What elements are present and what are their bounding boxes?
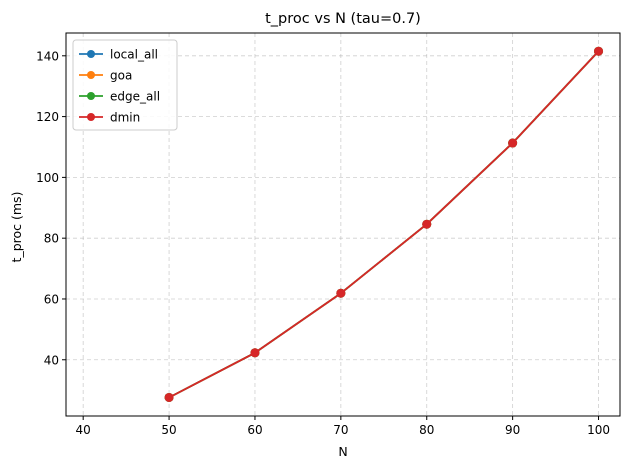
legend-marker-local_all — [87, 50, 95, 58]
x-tick-label: 70 — [333, 423, 348, 437]
data-point-dmin — [422, 219, 432, 229]
plot-frame — [65, 32, 621, 417]
data-point-dmin — [250, 348, 260, 358]
x-tick-label: 50 — [161, 423, 176, 437]
x-tick-label: 60 — [247, 423, 262, 437]
x-tick-label: 90 — [505, 423, 520, 437]
legend-label-local_all: local_all — [110, 48, 158, 62]
x-tick-label: 80 — [419, 423, 434, 437]
legend-label-dmin: dmin — [110, 111, 140, 125]
x-axis-label: N — [338, 444, 347, 459]
x-tick-label: 100 — [587, 423, 610, 437]
y-tick-label: 140 — [36, 49, 59, 63]
y-tick-label: 60 — [44, 292, 59, 306]
data-point-dmin — [164, 392, 174, 402]
y-tick-label: 80 — [44, 232, 59, 246]
legend-marker-goa — [87, 71, 95, 79]
y-tick-label: 40 — [44, 353, 59, 367]
axes: 40 50 60 70 80 90 100 40 60 80 100 120 140 — [36, 32, 621, 437]
y-tick-label: 120 — [36, 110, 59, 124]
legend-marker-edge_all — [87, 92, 95, 100]
y-axis-label: t_proc (ms) — [9, 192, 24, 263]
data-point-dmin — [508, 138, 518, 148]
legend-label-goa: goa — [110, 69, 132, 83]
series-line-dmin — [168, 50, 600, 399]
legend-box — [72, 39, 178, 131]
data-point-dmin — [594, 46, 604, 56]
y-tick-label: 100 — [36, 171, 59, 185]
chart-title: t_proc vs N (tau=0.7) — [265, 11, 421, 27]
series-group — [164, 46, 604, 402]
legend-marker-dmin — [87, 113, 95, 121]
legend-label-edge_all: edge_all — [110, 90, 160, 104]
data-point-dmin — [336, 288, 346, 298]
x-tick-label: 40 — [76, 423, 91, 437]
